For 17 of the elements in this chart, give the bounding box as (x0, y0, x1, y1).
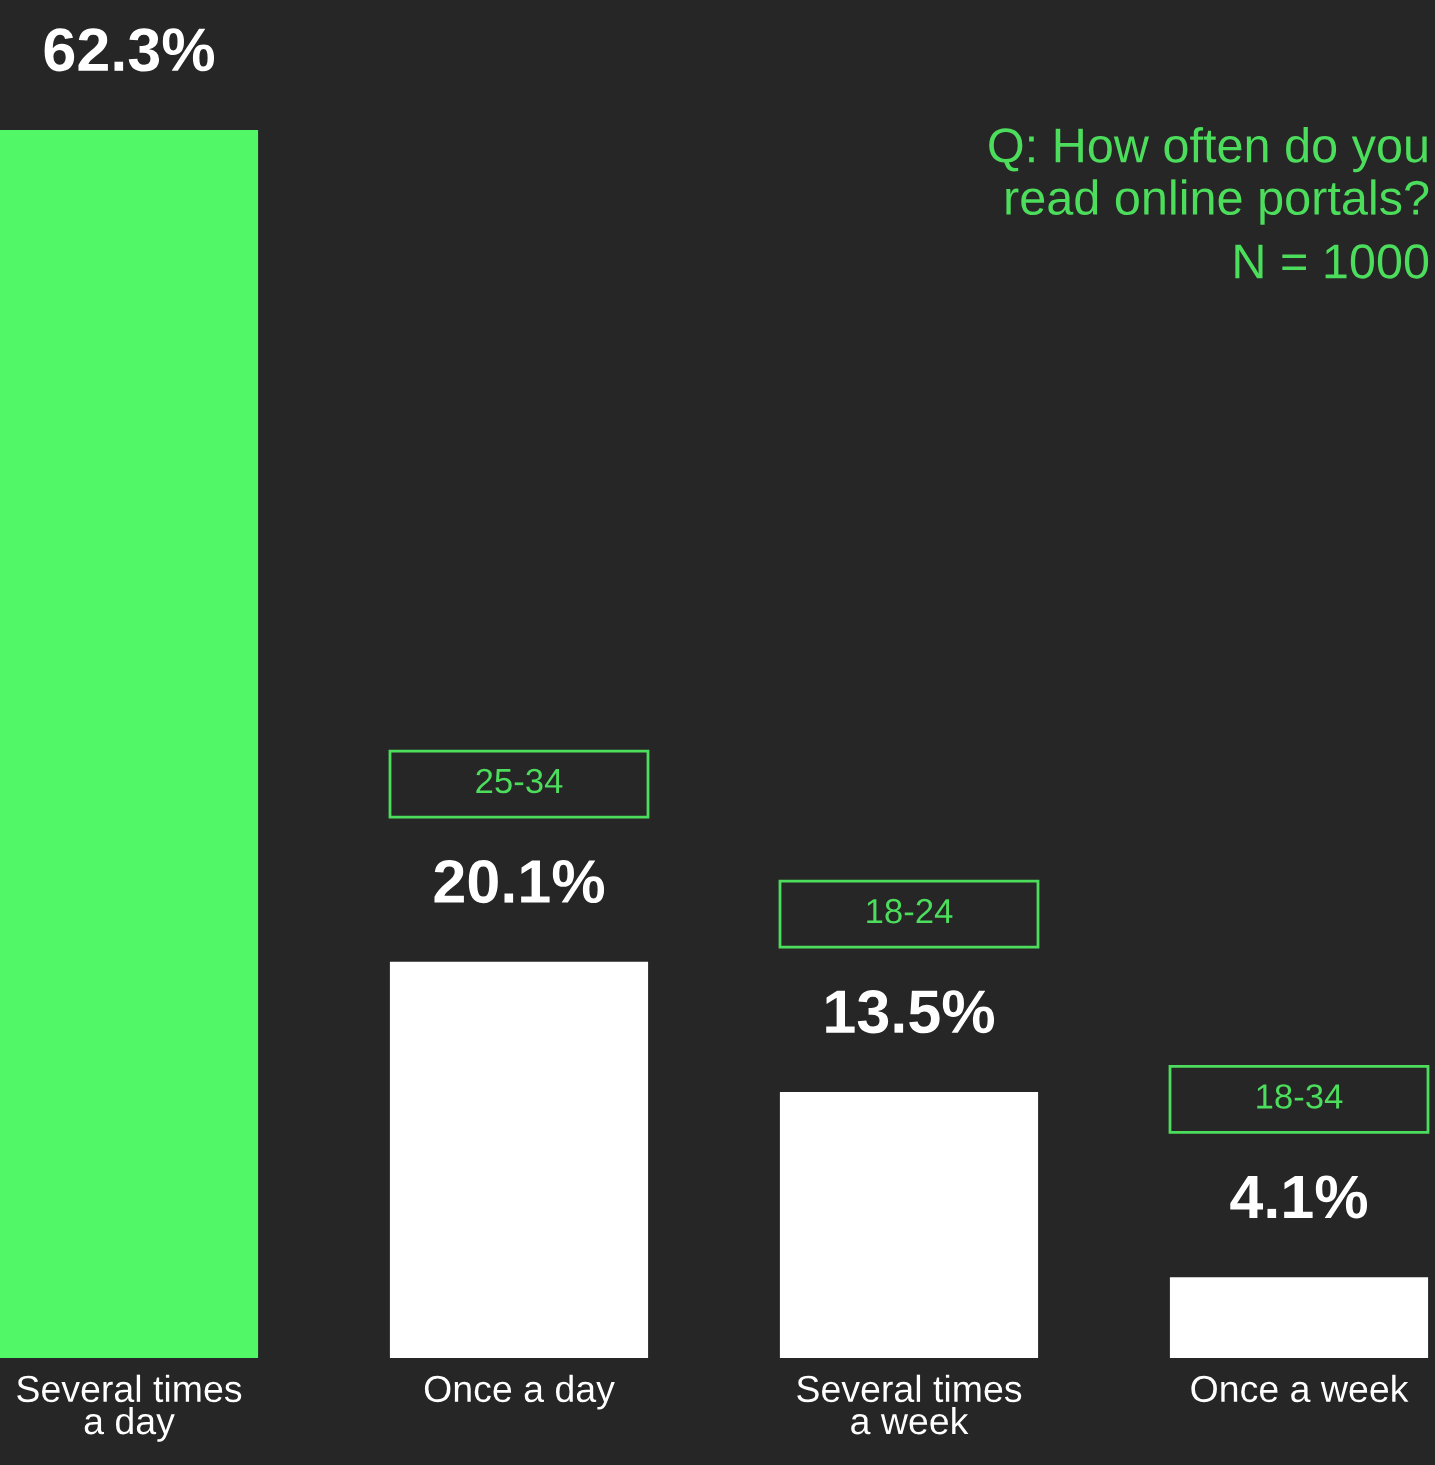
data-label: 13.5% (826, 990, 995, 1034)
annotation: 25-34 (476, 768, 563, 794)
x-tick-label: Once a day (424, 1374, 615, 1410)
x-tick-label: Several times a week (797, 1374, 1022, 1435)
text: N = 1000 (1235, 244, 1429, 279)
data-label: 62.3% (44, 28, 215, 72)
bar (389, 961, 649, 1358)
x-tick-label: Several times a day (17, 1374, 242, 1442)
data-label: 20.1% (434, 859, 605, 904)
bar (0, 130, 259, 1358)
annotation: 18-34 (1257, 1084, 1343, 1109)
bar (1169, 1277, 1429, 1358)
data-label: 4.1% (1230, 1175, 1368, 1219)
chart-title: Q: How often do you read online portals? (989, 127, 1429, 225)
annotation: 18-24 (867, 898, 953, 924)
bar (779, 1091, 1039, 1358)
x-tick-label: Once a week (1191, 1374, 1409, 1403)
